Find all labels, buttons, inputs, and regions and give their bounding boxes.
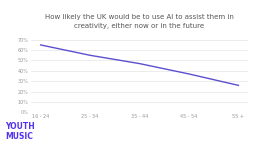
Title: How likely the UK would be to use AI to assist them in
creativity, either now or: How likely the UK would be to use AI to …	[45, 14, 234, 29]
Text: YOUTH
MUSIC: YOUTH MUSIC	[5, 122, 35, 141]
